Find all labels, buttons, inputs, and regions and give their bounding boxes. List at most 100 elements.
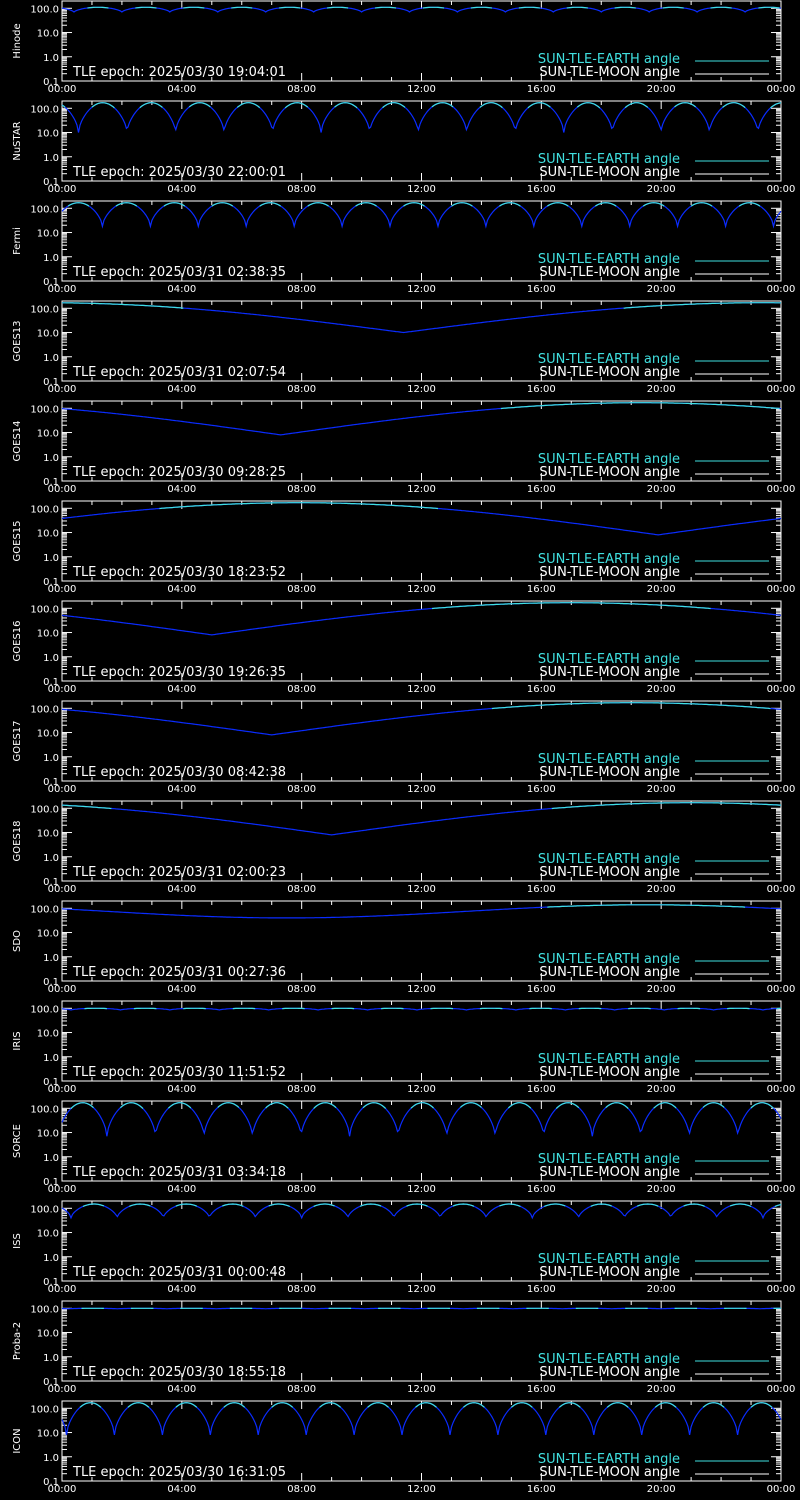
- sun-tle-earth-curve: [507, 1102, 532, 1109]
- tle-epoch-label: TLE epoch: 2025/03/30 18:55:18: [72, 1365, 286, 1380]
- x-tick-label: 00:00: [48, 684, 77, 695]
- y-tick-label: 100.0: [30, 904, 59, 915]
- sun-tle-earth-curve: [547, 904, 746, 908]
- tle-epoch-label: TLE epoch: 2025/03/31 00:00:48: [72, 1265, 286, 1280]
- y-tick-label: 0.1: [43, 1477, 59, 1488]
- x-tick-label: 16:00: [527, 1484, 556, 1495]
- x-tick-label: 00:00: [48, 1084, 77, 1095]
- y-tick-label: 1.0: [43, 553, 59, 564]
- legend-moon-label: SUN-TLE-MOON angle: [539, 1165, 680, 1180]
- sun-tle-earth-curve: [271, 1402, 294, 1408]
- x-tick-label: 00:00: [48, 1284, 77, 1295]
- legend-earth-label: SUN-TLE-EARTH angle: [538, 852, 680, 867]
- x-tick-label: 04:00: [167, 984, 196, 995]
- y-tick-label: 100.0: [30, 804, 59, 815]
- sun-tle-earth-curve: [750, 1102, 774, 1109]
- x-tick-label: 12:00: [407, 484, 436, 495]
- x-tick-label: 16:00: [527, 1184, 556, 1195]
- legend-moon-label: SUN-TLE-MOON angle: [539, 365, 680, 380]
- y-tick-label: 1.0: [43, 153, 59, 164]
- sun-tle-earth-curve: [222, 1203, 244, 1207]
- sun-tle-earth-curve: [382, 102, 406, 109]
- y-tick-label: 10.0: [37, 429, 59, 440]
- sun-tle-earth-curve: [702, 1402, 725, 1408]
- sun-tle-earth-curve: [334, 102, 358, 109]
- sun-tle-earth-curve: [236, 102, 261, 109]
- x-tick-label: 00:00: [48, 1484, 77, 1495]
- sun-tle-moon-curve: [61, 1307, 781, 1310]
- x-tick-label: 12:00: [407, 1484, 436, 1495]
- x-tick-label: 16:00: [527, 284, 556, 295]
- x-tick-label: 00:00: [48, 184, 77, 195]
- x-tick-label: 20:00: [647, 484, 676, 495]
- legend-moon-label: SUN-TLE-MOON angle: [539, 1065, 680, 1080]
- x-tick-label: 08:00: [287, 84, 316, 95]
- sun-tle-earth-curve: [61, 104, 66, 108]
- sun-tle-earth-curve: [605, 1102, 629, 1109]
- x-tick-label: 00:00: [767, 884, 796, 895]
- y-tick-label: 0.1: [43, 677, 59, 688]
- x-tick-label: 08:00: [287, 984, 316, 995]
- legend-earth-label: SUN-TLE-EARTH angle: [538, 52, 680, 67]
- sun-tle-earth-curve: [135, 6, 157, 9]
- legend-earth-label: SUN-TLE-EARTH angle: [538, 1052, 680, 1067]
- sun-tle-earth-curve: [91, 102, 115, 109]
- x-tick-label: 00:00: [48, 1184, 77, 1195]
- x-tick-label: 20:00: [647, 1184, 676, 1195]
- sun-tle-earth-curve: [406, 1203, 428, 1207]
- x-tick-label: 16:00: [527, 584, 556, 595]
- legend-earth-label: SUN-TLE-EARTH angle: [538, 652, 680, 667]
- sun-tle-earth-curve: [774, 1203, 782, 1207]
- sun-tle-earth-curve: [690, 202, 713, 207]
- x-tick-label: 04:00: [167, 784, 196, 795]
- x-tick-label: 04:00: [167, 384, 196, 395]
- sun-tle-earth-curve: [431, 102, 454, 108]
- sun-tle-earth-curve: [606, 1402, 629, 1408]
- sun-tle-earth-curve: [307, 202, 329, 207]
- sun-tle-earth-curve: [62, 804, 112, 810]
- x-tick-label: 00:00: [767, 684, 796, 695]
- sun-tle-earth-curve: [431, 602, 711, 610]
- x-tick-label: 12:00: [407, 84, 436, 95]
- sun-tle-earth-curve: [750, 1402, 773, 1408]
- satellite-name: SORCE: [12, 1124, 23, 1158]
- tle-epoch-label: TLE epoch: 2025/03/30 11:51:52: [72, 1065, 286, 1080]
- x-tick-label: 12:00: [407, 384, 436, 395]
- x-tick-label: 16:00: [527, 1384, 556, 1395]
- x-tick-label: 20:00: [647, 984, 676, 995]
- panel-hinode: 100.010.01.00.100:00 04:00 08:00 12:00 16:00…: [12, 0, 796, 95]
- y-tick-label: 0.1: [43, 777, 59, 788]
- y-tick-label: 0.1: [43, 177, 59, 188]
- sun-tle-earth-curve: [217, 1102, 240, 1108]
- x-tick-label: 08:00: [287, 1184, 316, 1195]
- panel-goes18: 100.010.01.00.100:00 04:00 08:00 12:00 16:00…: [12, 800, 796, 895]
- sun-tle-moon-curve: [61, 102, 782, 133]
- x-tick-label: 00:00: [48, 1384, 77, 1395]
- satellite-name: ISS: [12, 1233, 23, 1249]
- x-tick-label: 00:00: [767, 984, 796, 995]
- y-tick-label: 100.0: [30, 204, 59, 215]
- x-tick-label: 20:00: [647, 1284, 676, 1295]
- sun-tle-earth-curve: [167, 1102, 192, 1109]
- satellite-name: Fermi: [12, 227, 23, 255]
- sun-tle-earth-curve: [558, 1402, 581, 1408]
- y-tick-label: 1.0: [43, 853, 59, 864]
- y-tick-label: 1.0: [43, 253, 59, 264]
- x-tick-label: 08:00: [287, 384, 316, 395]
- satellite-name: GOES15: [12, 520, 23, 561]
- y-tick-label: 10.0: [37, 829, 59, 840]
- legend-earth-label: SUN-TLE-EARTH angle: [538, 552, 680, 567]
- sun-tle-earth-curve: [770, 102, 782, 109]
- y-tick-label: 100.0: [30, 1004, 59, 1015]
- y-tick-label: 0.1: [43, 477, 59, 488]
- satellite-name: GOES14: [12, 420, 23, 461]
- y-tick-label: 1.0: [43, 1053, 59, 1064]
- x-tick-label: 00:00: [767, 84, 796, 95]
- x-tick-label: 04:00: [167, 584, 196, 595]
- sun-tle-earth-curve: [183, 6, 205, 9]
- y-tick-label: 10.0: [37, 529, 59, 540]
- sun-tle-earth-curve: [624, 102, 649, 109]
- y-tick-label: 0.1: [43, 877, 59, 888]
- sun-tle-earth-curve: [479, 102, 503, 109]
- x-tick-label: 00:00: [48, 984, 77, 995]
